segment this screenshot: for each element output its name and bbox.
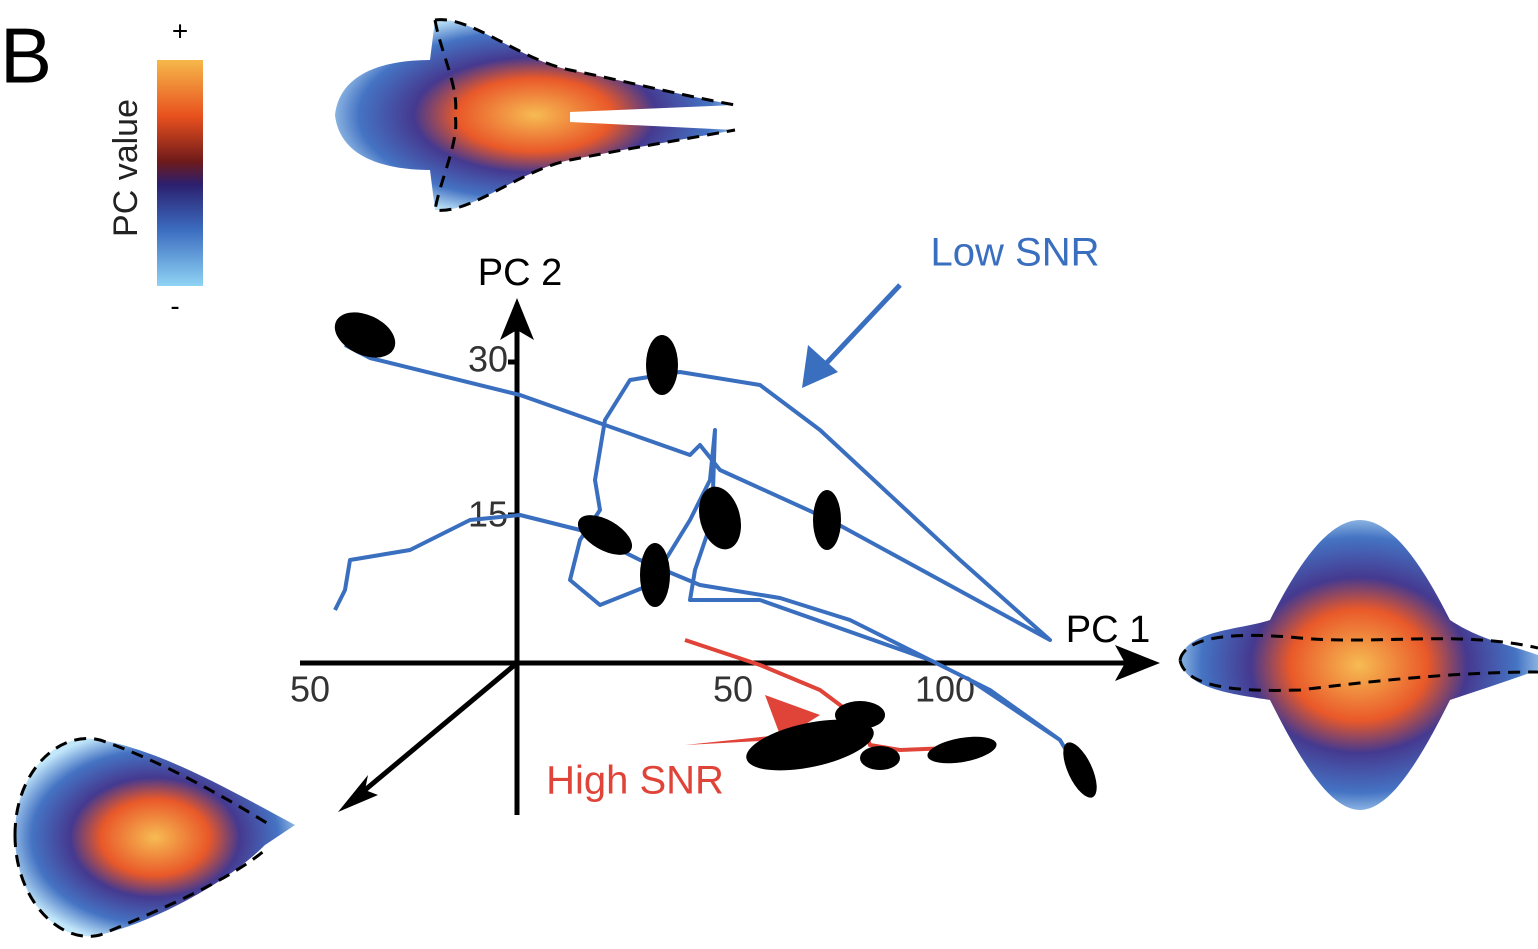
pc2-tick: 15 (468, 494, 508, 535)
pc1-tick: 100 (915, 669, 975, 710)
colorbar (157, 60, 203, 286)
colorbar-max: + (172, 15, 188, 46)
shape-right (1180, 520, 1538, 810)
panel-label: B (0, 12, 52, 100)
low-snr-label: Low SNR (931, 231, 1100, 275)
pc1-tick: 50 (290, 669, 330, 710)
colorbar-min: - (170, 290, 179, 321)
low-snr-arrow (820, 285, 900, 370)
figure: B + - PC value PC 2 PC 1 30 15 50 50 100… (0, 0, 1538, 949)
low-snr-arrowhead (802, 345, 838, 388)
shape-top (335, 20, 735, 211)
axes (300, 298, 1160, 815)
pc1-tick: 50 (713, 669, 753, 710)
shape-bottom-left (15, 738, 295, 936)
pc1-label: PC 1 (1066, 609, 1150, 651)
pc2-label: PC 2 (478, 252, 562, 294)
colorbar-title: PC value (107, 99, 145, 237)
pc2-tick: 30 (468, 339, 508, 380)
high-snr-label: High SNR (546, 759, 724, 803)
